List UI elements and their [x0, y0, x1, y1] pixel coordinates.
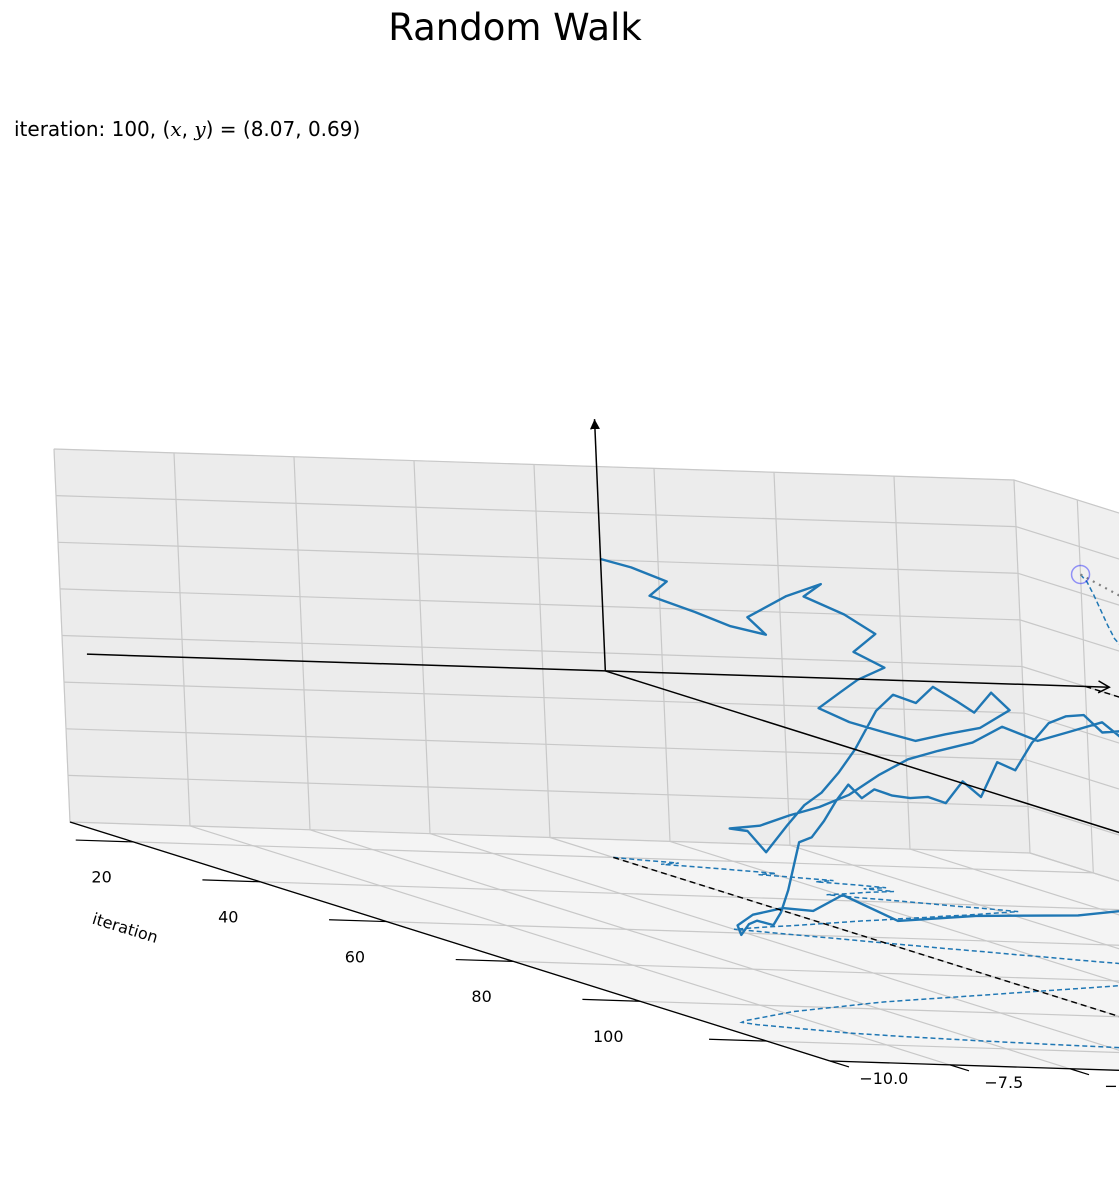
subtitle-x-value: 8.07	[250, 117, 296, 141]
gridline-x	[1013, 479, 1119, 882]
tick-labels: 02040608010010.07.55.02.50.0−2.5−5.0−7.5…	[75, 839, 1119, 1096]
gridline-iteration	[766, 1040, 1119, 1054]
iteration-tick	[75, 839, 134, 843]
x-tick	[1069, 1068, 1090, 1076]
overlay-layer	[86, 419, 1119, 1018]
reference-y-arrow	[589, 419, 607, 671]
series-random-walk	[600, 557, 1119, 937]
reference-x-arrow	[605, 670, 1111, 694]
iteration-tick-label: 20	[91, 868, 111, 887]
gridline-iteration	[639, 1000, 1119, 1018]
subtitle-sep: , (	[149, 117, 171, 141]
x-tick	[829, 1060, 850, 1068]
chart-title: Random Walk	[388, 6, 642, 49]
iteration-tick-label: 100	[593, 1027, 624, 1046]
subtitle-y-value: 0.69	[307, 117, 353, 141]
iteration-tick	[202, 879, 261, 883]
x-tick-label: −10.0	[859, 1069, 908, 1088]
axes-panes	[53, 448, 1119, 1071]
subtitle-comma: ,	[181, 117, 195, 141]
series-projection-floor	[613, 856, 1119, 1049]
x-tick-label: −5.0	[1104, 1077, 1119, 1096]
x-axis-line	[829, 1060, 1119, 1071]
subtitle-close: )	[352, 117, 361, 141]
iteration-tick	[455, 958, 514, 963]
iteration-tick	[329, 919, 387, 923]
floor-pane	[69, 821, 1119, 1071]
gridline-iteration	[513, 960, 1119, 982]
iteration-tick	[709, 1038, 767, 1042]
subtitle-y-symbol: y	[194, 117, 206, 141]
series-layer	[600, 557, 1119, 1049]
start-projection-marker	[1070, 564, 1091, 585]
gridline-x	[293, 456, 1071, 1070]
axis-spines	[69, 821, 1119, 1071]
reference-iteration-arrow	[605, 670, 1119, 834]
gridline-x	[653, 468, 1119, 984]
subtitle-equals: ) = (	[205, 117, 251, 141]
subtitle-mid: ,	[295, 117, 308, 141]
x-tick	[949, 1064, 970, 1072]
subtitle-iteration-value: 100	[111, 117, 150, 141]
gridline-iteration	[259, 881, 1119, 911]
iteration-tick-label: 60	[345, 947, 365, 966]
x-tick-label: −7.5	[984, 1073, 1023, 1092]
gridline-x	[893, 476, 1119, 916]
gridline-y	[53, 448, 1119, 514]
gridline-x	[413, 460, 1119, 1051]
gridline-iteration	[386, 921, 1119, 946]
reference-x-axis-tail	[86, 653, 606, 672]
chart-subtitle: iteration: 100, (x, y) = (8.07, 0.69)	[14, 117, 360, 141]
subtitle-x-symbol: x	[170, 117, 182, 141]
iteration-tick	[582, 998, 641, 1002]
subtitle-prefix: iteration:	[14, 117, 112, 141]
gridline-x	[173, 452, 951, 1066]
iteration-axis-line	[69, 821, 831, 1062]
gridline-x	[773, 472, 1119, 950]
x-axis-label: iteration	[90, 909, 160, 947]
iteration-tick-label: 40	[218, 907, 238, 926]
iteration-tick-label: 80	[471, 987, 491, 1006]
